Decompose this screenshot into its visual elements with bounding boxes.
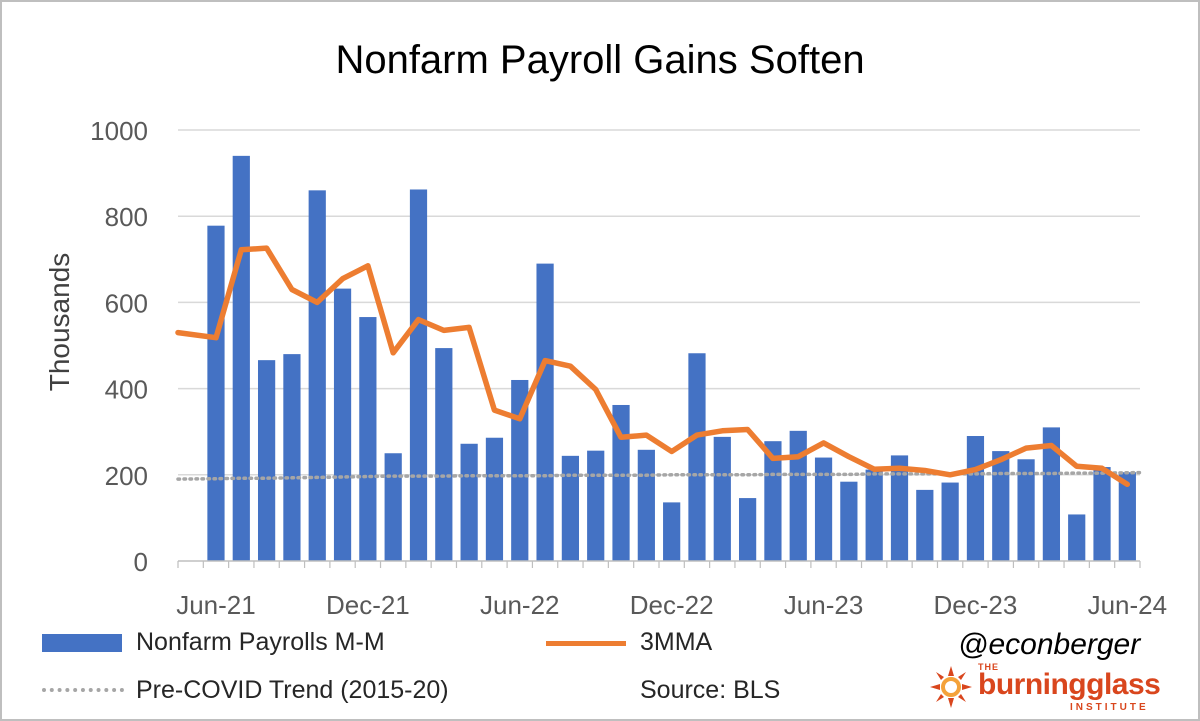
bar-payrolls [232,155,250,562]
source-note: Source: BLS [640,676,781,704]
logo-the: THE [978,662,999,672]
bar-payrolls [1118,472,1136,561]
bar-payrolls [713,436,731,561]
bar-payrolls [637,449,655,561]
bar-payrolls [992,451,1010,561]
bar-payrolls [865,469,883,561]
legend-swatch-payrolls [42,634,122,652]
bar-payrolls [966,436,985,561]
x-tick-label: Jun-22 [480,590,560,620]
bar-payrolls [409,189,428,561]
y-tick-label: 800 [105,202,148,232]
bar-payrolls [207,225,225,561]
bar-payrolls [789,430,807,561]
x-tick-label: Jun-24 [1088,590,1168,620]
bar-payrolls [1017,459,1035,561]
line-3mma [175,245,1131,488]
bar-payrolls [485,437,504,561]
y-tick-label: 600 [105,288,148,318]
line-pre-covid-trend [176,470,1142,481]
bar-payrolls [536,263,554,561]
bar-payrolls [814,457,833,561]
x-tick-label: Dec-23 [934,590,1018,620]
bar-payrolls [941,482,959,561]
bar-payrolls [688,353,706,561]
bar-payrolls [916,489,934,561]
bar-payrolls [384,453,402,561]
x-tick-label: Dec-22 [630,590,714,620]
bar-payrolls [435,348,453,561]
bar-payrolls [283,354,301,561]
bar-payrolls [308,190,326,561]
bar-payrolls [257,360,276,561]
legend-label-trend: Pre-COVID Trend (2015-20) [136,676,449,704]
bar-payrolls [890,455,909,561]
bar-payrolls [612,404,630,561]
bar-payrolls [460,443,478,561]
y-tick-label: 200 [105,461,148,491]
x-tick-label: Dec-21 [326,590,410,620]
chart-title: Nonfarm Payroll Gains Soften [335,38,865,82]
bar-payrolls [587,450,605,561]
sunburst-logo-icon [930,666,972,708]
logo-sub: INSTITUTE [1070,702,1149,713]
bar-payrolls [738,498,757,561]
legend-swatch-3mma [546,641,626,646]
bar-payrolls [1068,514,1086,561]
x-tick-label: Jun-21 [176,590,256,620]
logo-name: burningglass [978,668,1161,701]
bar-payrolls [840,481,858,561]
legend-label-payrolls: Nonfarm Payrolls M-M [136,628,385,656]
burning-glass-logo: THE burningglass INSTITUTE [930,662,1190,714]
bar-payrolls [663,502,681,561]
y-tick-label: 0 [134,547,148,577]
bar-payrolls [359,317,377,561]
legend-swatch-trend [42,688,124,692]
bar-payrolls [561,455,580,561]
bar-payrolls [333,288,352,561]
bar-payrolls [1093,467,1111,561]
bar-payrolls [764,441,782,561]
x-tick-label: Jun-23 [784,590,864,620]
y-tick-label: 1000 [90,116,148,146]
author-handle: @econberger [958,628,1141,661]
bar-payrolls [511,379,529,561]
legend-label-3mma: 3MMA [640,628,713,656]
bar-payrolls [1042,427,1061,561]
y-tick-label: 400 [105,375,148,405]
